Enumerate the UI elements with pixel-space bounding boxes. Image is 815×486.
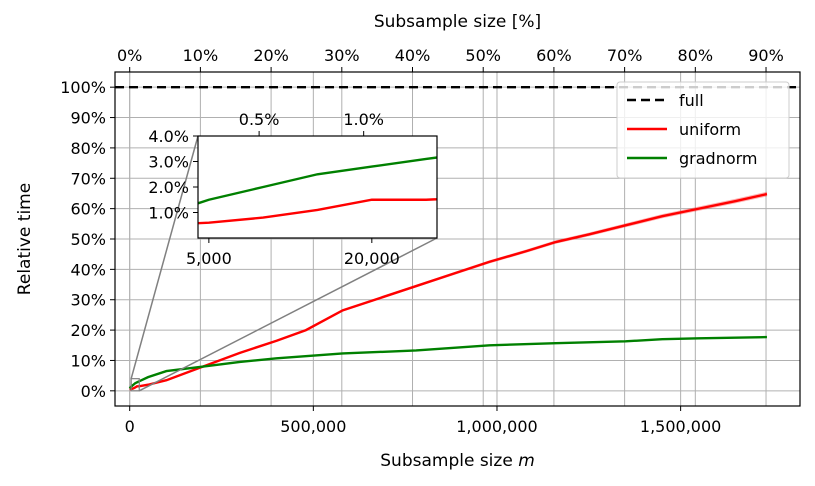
y-tick-label-2: 20% bbox=[70, 321, 106, 340]
x2-tick-label-9: 90% bbox=[748, 46, 784, 65]
x-tick-label-2: 1,000,000 bbox=[456, 417, 537, 436]
y-tick-label-9: 90% bbox=[70, 109, 106, 128]
inset-x2-tick-label-0: 0.5% bbox=[239, 110, 280, 129]
x2-tick-label-7: 70% bbox=[607, 46, 643, 65]
legend: full uniform gradnorm bbox=[616, 81, 790, 179]
x2-tick-label-1: 10% bbox=[183, 46, 219, 65]
y-tick-label-0: 0% bbox=[81, 382, 106, 401]
inset-x-tick-label-1: 20,000 bbox=[344, 249, 400, 268]
x2-tick-label-0: 0% bbox=[117, 46, 142, 65]
legend-label-gradnorm: gradnorm bbox=[679, 149, 758, 168]
x2-tick-label-8: 80% bbox=[678, 46, 714, 65]
x2-tick-label-3: 30% bbox=[324, 46, 360, 65]
series-line-gradnorm bbox=[128, 335, 767, 390]
x-axis-label-text: Subsample size bbox=[380, 451, 513, 471]
top-axis-label: Subsample size [%] bbox=[374, 12, 541, 32]
inset-x-tick-label-0: 5,000 bbox=[186, 249, 232, 268]
inset-series bbox=[198, 156, 437, 225]
x-tick-label-0: 0 bbox=[125, 417, 135, 436]
zoom-region bbox=[130, 378, 140, 392]
inset-line-uniform bbox=[198, 198, 437, 225]
inset-y-tick-label-2: 3.0% bbox=[148, 153, 189, 172]
x-tick-label-3: 1,500,000 bbox=[640, 417, 721, 436]
legend-label-uniform: uniform bbox=[679, 120, 741, 139]
inset-x2-tick-label-1: 1.0% bbox=[343, 110, 384, 129]
main-ticks: 0% 10% 20% 30% 40% 50% 60% 70% 80% 90% 100% 0 500,00… bbox=[60, 46, 784, 436]
main-series bbox=[115, 85, 800, 391]
x2-tick-label-6: 60% bbox=[536, 46, 572, 65]
y-tick-label-1: 10% bbox=[70, 351, 106, 370]
inset-y-tick-label-1: 2.0% bbox=[148, 178, 189, 197]
legend-label-full: full bbox=[679, 91, 704, 110]
connector-top-left bbox=[130, 135, 199, 379]
x-tick-label-1: 500,000 bbox=[280, 417, 346, 436]
inset-y-tick-label-0: 1.0% bbox=[148, 204, 189, 223]
series-line-uniform bbox=[129, 192, 768, 391]
y-tick-label-5: 50% bbox=[70, 230, 106, 249]
inset-y-tick-label-3: 4.0% bbox=[148, 127, 189, 146]
y-tick-label-6: 60% bbox=[70, 200, 106, 219]
inset-background bbox=[198, 136, 437, 238]
inset-plot: 1.0% 2.0% 3.0% 4.0% 5,000 20,000 0.5% 1.0% bbox=[148, 110, 438, 268]
x2-tick-label-4: 40% bbox=[395, 46, 431, 65]
y-tick-label-10: 100% bbox=[60, 78, 106, 97]
y-tick-label-7: 70% bbox=[70, 169, 106, 188]
y-tick-label-8: 80% bbox=[70, 139, 106, 158]
y-tick-label-3: 30% bbox=[70, 291, 106, 310]
x-axis-label: Subsample size m bbox=[380, 451, 535, 471]
inset-line-gradnorm bbox=[198, 156, 437, 205]
y-tick-label-4: 40% bbox=[70, 260, 106, 279]
legend-box bbox=[616, 81, 790, 179]
connector-bottom-right bbox=[138, 237, 438, 392]
x-axis-label-variable: m bbox=[518, 451, 535, 471]
inset-connector-lines bbox=[130, 135, 438, 392]
x2-tick-label-2: 20% bbox=[253, 46, 289, 65]
x2-tick-label-5: 50% bbox=[465, 46, 501, 65]
y-axis-label: Relative time bbox=[15, 183, 35, 295]
